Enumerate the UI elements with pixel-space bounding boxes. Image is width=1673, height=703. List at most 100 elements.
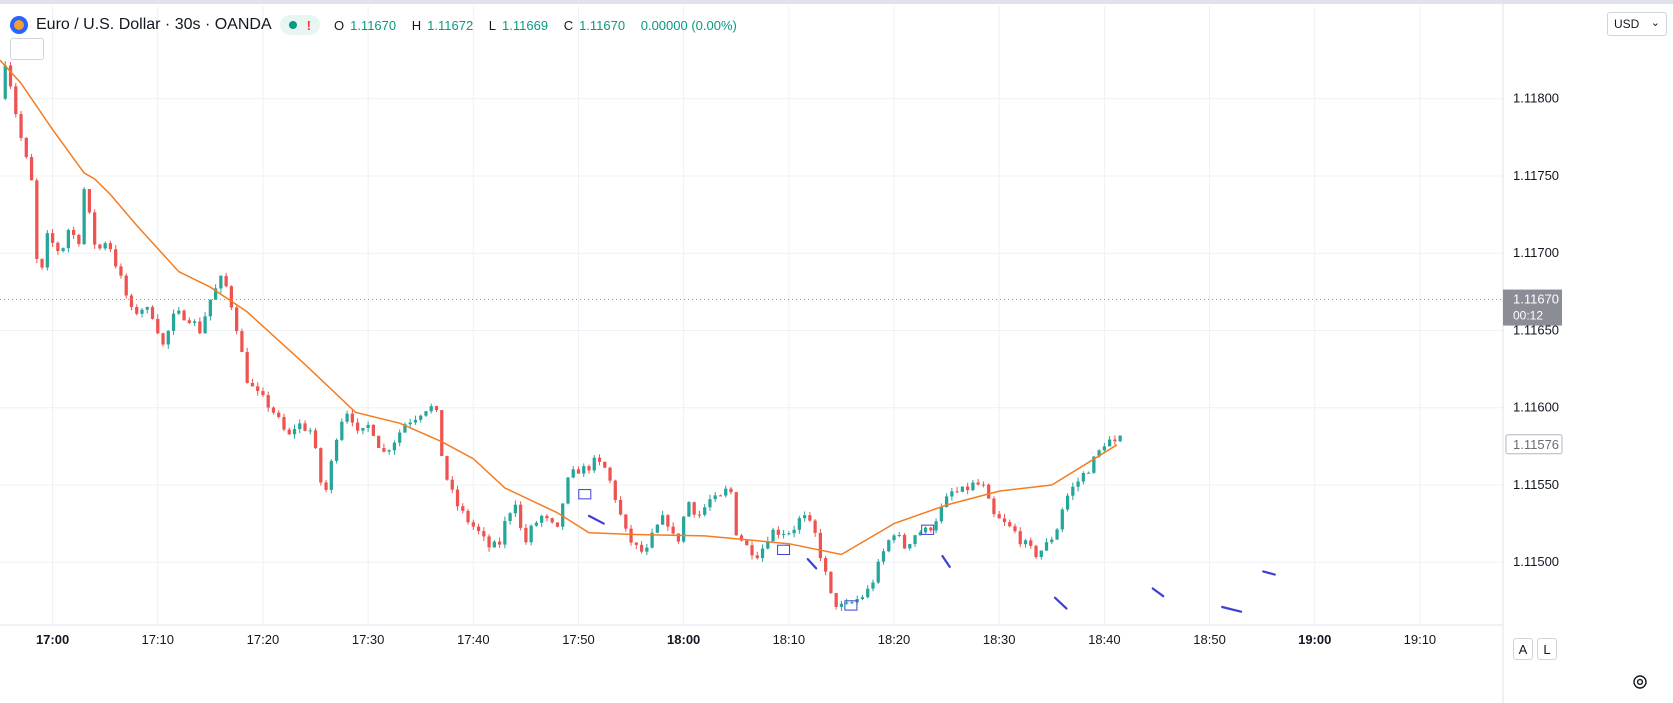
candle-body xyxy=(177,310,181,314)
candle-body xyxy=(98,244,102,249)
high-value: 1.11672 xyxy=(427,17,474,33)
candle-body xyxy=(692,502,696,515)
open-value: 1.11670 xyxy=(350,17,397,33)
candle-body xyxy=(24,137,28,158)
candle-body xyxy=(771,529,775,542)
candle-body xyxy=(171,313,176,331)
candle-body xyxy=(582,466,586,474)
currency-selector[interactable]: USD ⌄ xyxy=(1607,12,1667,36)
candle-body xyxy=(492,541,496,548)
candle-body xyxy=(256,386,260,392)
candle-body xyxy=(235,307,239,332)
candle-body xyxy=(261,391,265,396)
time-tick-label: 18:40 xyxy=(1088,632,1121,647)
candle-body xyxy=(434,406,439,411)
time-tick-label: 18:50 xyxy=(1193,632,1226,647)
candle-body xyxy=(966,486,970,491)
candle-body xyxy=(1097,450,1101,457)
candle-body xyxy=(471,522,475,527)
candle-body xyxy=(303,423,307,431)
candles-layer xyxy=(3,61,1122,611)
candle-body xyxy=(187,320,191,323)
candle-body xyxy=(1029,540,1033,546)
price-tick-label: 1.11800 xyxy=(1513,91,1559,106)
candle-body xyxy=(808,515,812,521)
candle-body xyxy=(908,544,912,549)
candle-body xyxy=(487,536,491,548)
candle-body xyxy=(250,382,255,387)
candle-body xyxy=(277,412,281,418)
candle-body xyxy=(608,467,612,481)
candle-body xyxy=(1081,473,1085,482)
candle-body xyxy=(50,233,55,243)
price-tick-label: 1.11750 xyxy=(1513,168,1559,183)
candle-body xyxy=(61,248,65,252)
candle-body xyxy=(824,558,828,572)
candle-body xyxy=(1071,486,1075,496)
candle-body xyxy=(802,515,807,519)
candle-body xyxy=(829,571,833,593)
candle-body xyxy=(1039,550,1043,557)
time-tick-label: 19:10 xyxy=(1404,632,1437,647)
candle-body xyxy=(340,421,344,440)
candle-body xyxy=(566,477,570,504)
candle-body xyxy=(77,234,81,245)
candle-body xyxy=(313,430,318,449)
candle-body xyxy=(93,212,97,245)
symbol-title[interactable]: Euro / U.S. Dollar · 30s · OANDA xyxy=(36,16,272,33)
candle-body xyxy=(398,432,402,443)
marker-box xyxy=(578,489,592,500)
ma-price-label: 1.11576 xyxy=(1513,437,1559,452)
candle-body xyxy=(71,229,76,235)
candle-body xyxy=(429,406,433,412)
candle-body xyxy=(739,535,744,541)
candle-body xyxy=(355,422,360,431)
candle-body xyxy=(129,295,134,308)
market-status-badge[interactable]: ! xyxy=(279,15,320,35)
candle-body xyxy=(45,233,49,268)
candle-body xyxy=(629,528,633,543)
gear-icon[interactable] xyxy=(1631,673,1649,691)
candle-body xyxy=(787,533,791,535)
candle-body xyxy=(1023,540,1028,545)
candle-body xyxy=(650,532,654,548)
candle-body xyxy=(697,514,702,516)
change-value: 0.00000 (0.00%) xyxy=(640,17,737,33)
candle-body xyxy=(156,318,160,334)
candle-body xyxy=(114,249,118,267)
candle-body xyxy=(66,229,70,249)
log-scale-button[interactable]: L xyxy=(1537,638,1557,660)
candle-body xyxy=(1008,522,1012,527)
candle-body xyxy=(1018,531,1022,545)
candle-body xyxy=(955,491,959,493)
chart-grid xyxy=(0,6,1503,624)
candle-body xyxy=(1065,495,1070,510)
time-tick-label: 18:20 xyxy=(878,632,911,647)
close-label: C xyxy=(563,17,574,33)
candle-body xyxy=(745,540,749,546)
candle-body xyxy=(766,541,770,549)
candle-body xyxy=(645,547,649,552)
candle-body xyxy=(350,413,354,423)
legend-collapse-button[interactable] xyxy=(10,38,44,60)
candle-body xyxy=(666,515,670,527)
candle-body xyxy=(229,286,234,308)
candle-body xyxy=(240,331,244,353)
candle-body xyxy=(382,447,386,452)
candle-body xyxy=(308,430,312,432)
candle-body xyxy=(729,488,733,493)
time-tick-label: 18:10 xyxy=(773,632,806,647)
candle-body xyxy=(440,410,444,457)
auto-scale-button[interactable]: A xyxy=(1513,638,1533,660)
candle-body xyxy=(634,542,638,545)
candle-body xyxy=(8,65,13,87)
time-tick-label: 17:10 xyxy=(141,632,174,647)
candle-body xyxy=(529,525,533,543)
ma-price-tag xyxy=(1505,434,1563,455)
current-price-label: 1.11670 xyxy=(1513,292,1559,307)
candle-body xyxy=(119,266,123,276)
candle-body xyxy=(655,524,659,533)
candle-body xyxy=(923,527,928,533)
ohlc-values: O 1.11670 H 1.11672 L 1.11669 C 1.11670 0.00… xyxy=(334,18,743,33)
